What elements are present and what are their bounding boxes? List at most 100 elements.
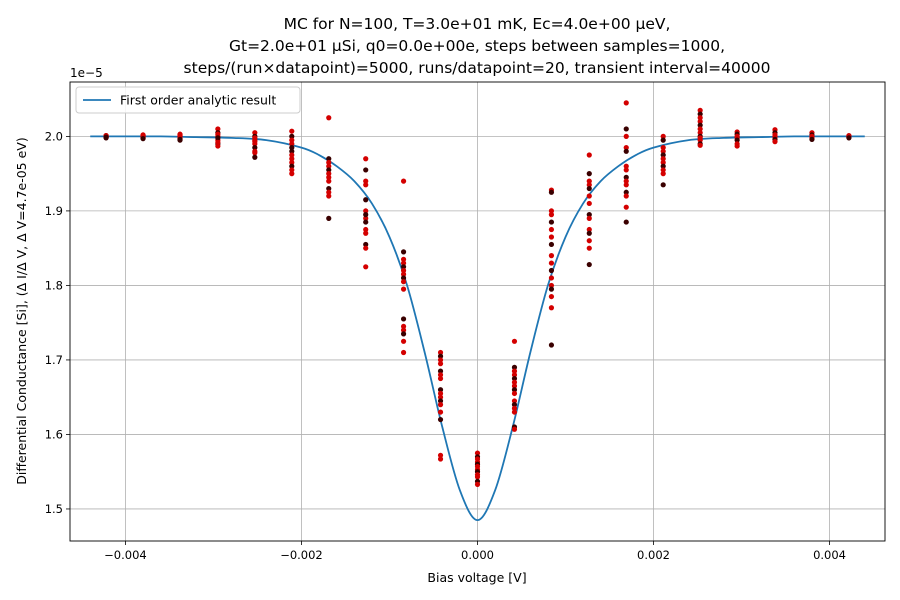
mc-sample-point (363, 156, 369, 162)
mc-sample-point (363, 230, 369, 236)
mc-sample-points (103, 100, 852, 487)
mc-sample-point (215, 139, 221, 145)
mc-sample-point (326, 167, 332, 173)
mc-sample-point (586, 212, 592, 218)
mc-sample-point (437, 349, 444, 356)
mc-sample-point (437, 357, 444, 363)
mc-sample-point (548, 219, 555, 225)
mc-sample-point (326, 174, 332, 180)
mc-sample-point (326, 156, 332, 162)
x-axis-ticks: −0.004 −0.002 0.000 0.002 0.004 (104, 541, 846, 562)
mc-sample-point (400, 338, 407, 344)
mc-sample-point (623, 163, 629, 169)
mc-sample-point (400, 256, 407, 262)
mc-sample-point (586, 185, 592, 192)
mc-sample-point (103, 134, 109, 140)
mc-sample-point (215, 131, 221, 137)
mc-sample-point (252, 135, 258, 141)
mc-sample-point (511, 405, 518, 411)
mc-sample-point (734, 143, 740, 149)
mc-sample-point (140, 136, 146, 142)
mc-sample-point (623, 189, 629, 195)
mc-sample-point (660, 152, 666, 158)
mc-sample-point (623, 174, 629, 180)
mc-sample-point (437, 409, 444, 415)
y-tick-label: 1.6 (45, 427, 63, 441)
mc-sample-point (400, 275, 407, 281)
mc-sample-point (400, 271, 407, 277)
mc-sample-point (548, 275, 555, 281)
mc-sample-point (511, 379, 518, 385)
mc-sample-point (548, 286, 555, 292)
mc-sample-point (363, 226, 369, 233)
mc-sample-point (586, 178, 592, 184)
mc-sample-point (660, 182, 666, 188)
mc-sample-point (623, 204, 629, 210)
mc-sample-point (660, 137, 666, 143)
mc-sample-point (215, 135, 221, 141)
mc-sample-point (474, 450, 481, 456)
mc-sample-point (697, 107, 703, 113)
mc-sample-point (437, 353, 444, 359)
y-tick-label: 1.8 (45, 278, 63, 292)
mc-sample-point (289, 171, 295, 177)
mc-sample-point (511, 338, 518, 344)
mc-sample-point (289, 167, 295, 173)
mc-sample-point (474, 481, 481, 487)
x-tick-label: 0.000 (461, 548, 494, 562)
mc-sample-point (400, 316, 407, 322)
title-line-1: MC for N=100, T=3.0e+01 mK, Ec=4.0e+00 μ… (284, 15, 671, 33)
mc-sample-point (400, 286, 407, 292)
mc-sample-point (289, 137, 295, 143)
mc-sample-point (697, 126, 703, 132)
mc-sample-point (548, 293, 555, 300)
mc-sample-point (400, 260, 407, 266)
mc-sample-point (363, 241, 369, 248)
x-axis-label: Bias voltage [V] (427, 570, 526, 585)
mc-sample-point (437, 375, 444, 382)
mc-sample-point (400, 249, 407, 255)
mc-sample-point (400, 267, 407, 274)
mc-sample-point (548, 267, 555, 274)
mc-sample-point (511, 368, 518, 374)
mc-sample-point (623, 100, 629, 106)
mc-sample-point (586, 193, 592, 199)
mc-sample-point (363, 182, 369, 188)
mc-sample-point (252, 130, 258, 136)
mc-sample-point (363, 197, 369, 203)
mc-sample-point (511, 398, 518, 404)
mc-sample-point (697, 115, 703, 121)
mc-sample-point (289, 128, 295, 134)
mc-sample-point (363, 219, 369, 225)
mc-sample-point (586, 245, 592, 251)
mc-sample-point (772, 139, 778, 145)
mc-sample-point (400, 349, 407, 356)
mc-sample-point (697, 130, 703, 136)
mc-sample-point (548, 208, 555, 214)
legend: First order analytic result (75, 86, 301, 114)
mc-sample-point (511, 372, 518, 378)
mc-sample-point (511, 383, 518, 389)
mc-sample-point (586, 152, 592, 158)
legend-entry-analytic: First order analytic result (120, 93, 276, 108)
mc-sample-point (437, 361, 444, 367)
mc-sample-point (437, 402, 444, 408)
mc-sample-point (586, 182, 592, 188)
legend-box (75, 86, 301, 114)
mc-sample-point (548, 189, 555, 195)
mc-sample-point (437, 387, 444, 393)
x-tick-label: −0.002 (280, 548, 323, 562)
mc-sample-point (623, 167, 629, 173)
mc-sample-point (326, 185, 332, 192)
mc-sample-point (215, 143, 221, 149)
mc-sample-point (400, 264, 407, 270)
mc-sample-point (697, 111, 703, 117)
y-tick-label: 1.9 (45, 204, 63, 218)
mc-sample-point (660, 159, 666, 166)
x-tick-label: 0.004 (813, 548, 846, 562)
mc-sample-point (289, 141, 295, 147)
mc-sample-point (660, 167, 666, 173)
y-tick-label: 2.0 (45, 129, 63, 143)
mc-sample-point (697, 122, 703, 128)
mc-sample-point (252, 154, 258, 160)
